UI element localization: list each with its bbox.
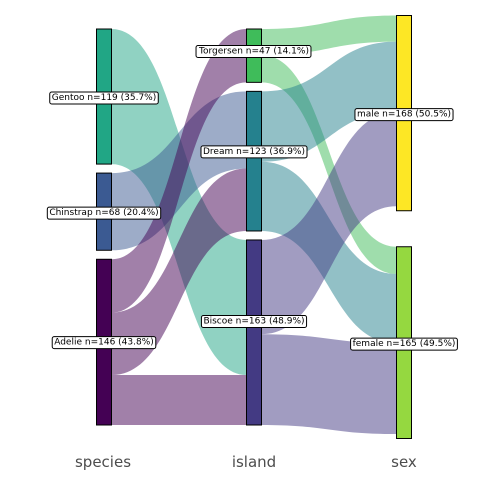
node-label-text: Torgersen n=47 (14.1%)	[198, 47, 309, 57]
flow-layer	[111, 15, 397, 435]
node-label-dream: Dream n=123 (36.9%)	[200, 145, 308, 159]
axis-label-sex: sex	[391, 453, 417, 471]
node-label-text: Gentoo n=119 (35.7%)	[52, 93, 157, 103]
label-box	[46, 206, 162, 220]
label-box	[195, 45, 312, 58]
label-box	[200, 145, 308, 159]
node-label-biscoe: Biscoe n=163 (48.9%)	[200, 314, 308, 328]
label-box	[350, 337, 458, 351]
node-label-text: Biscoe n=163 (48.9%)	[203, 316, 304, 326]
node-label-torgersen: Torgersen n=47 (14.1%)	[195, 45, 312, 58]
node-label-text: female n=165 (49.5%)	[353, 339, 456, 349]
flow-biscoe-female	[261, 334, 397, 435]
node-label-text: Chinstrap n=68 (20.4%)	[49, 208, 158, 218]
axis-label-island: island	[232, 453, 276, 471]
label-box	[354, 108, 454, 122]
node-label-male: male n=168 (50.5%)	[354, 108, 454, 122]
flow-biscoe-male	[261, 111, 397, 335]
node-dream	[246, 90, 262, 232]
node-label-text: Dream n=123 (36.9%)	[203, 147, 305, 157]
node-label-text: male n=168 (50.5%)	[357, 110, 451, 120]
node-label-gentoo: Gentoo n=119 (35.7%)	[49, 91, 159, 105]
label-box	[49, 91, 159, 105]
flow-dream-male	[261, 41, 397, 162]
flow-adelie-dream	[111, 168, 247, 376]
node-biscoe	[246, 239, 262, 426]
node-label-adelie: Adelie n=146 (43.8%)	[51, 336, 157, 350]
node-label-text: Adelie n=146 (43.8%)	[54, 338, 154, 348]
label-box	[51, 336, 157, 350]
flow-adelie-biscoe	[111, 375, 247, 425]
axis-label-species: species	[75, 453, 131, 471]
flow-adelie-torgersen	[111, 29, 247, 313]
label-layer: Gentoo n=119 (35.7%) Chinstrap n=68 (20.4…	[46, 45, 458, 351]
node-label-chinstrap: Chinstrap n=68 (20.4%)	[46, 206, 162, 220]
flow-torgersen-female	[261, 55, 397, 274]
node-label-female: female n=165 (49.5%)	[350, 337, 458, 351]
axis-label-layer: species island sex	[75, 453, 417, 471]
label-box	[200, 314, 308, 328]
